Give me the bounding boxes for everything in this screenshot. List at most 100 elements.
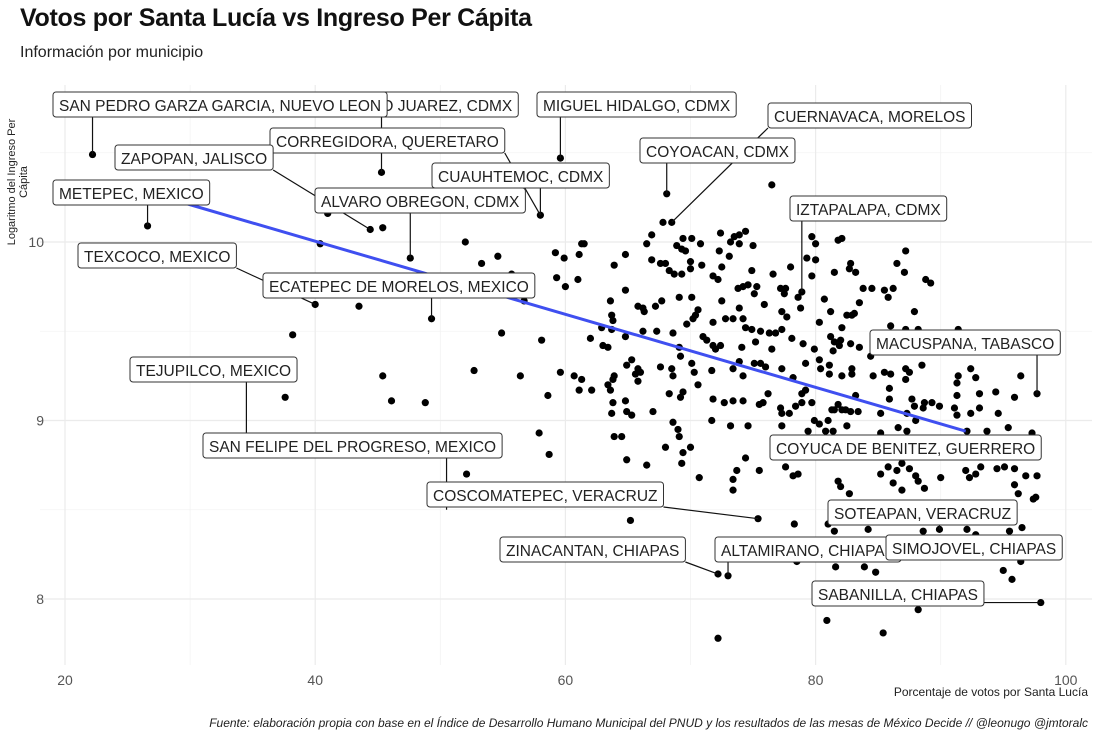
annotation-label: CUAUHTEMOC, CDMX [438,169,604,186]
data-point [610,372,618,380]
annotation: ZAPOPAN, JALISCO [114,144,371,231]
data-point [535,429,543,437]
data-point [918,361,926,369]
data-point [794,293,802,301]
data-point [898,486,906,494]
data-point [631,370,640,378]
data-point [753,283,761,291]
data-point [556,368,564,376]
data-point [928,399,936,407]
data-point [760,300,768,309]
data-point [778,409,786,417]
data-point [735,304,743,312]
data-point [834,477,842,485]
data-point [744,422,752,430]
data-point [885,395,894,403]
data-point [1010,481,1019,489]
data-point [954,372,962,380]
annotation: TEJUPILCO, MEXICO [129,356,298,439]
data-point [914,606,922,614]
data-point [872,568,880,576]
data-point [972,470,980,478]
data-point [785,409,793,417]
data-point [570,372,578,380]
data-point [825,361,833,369]
data-point [639,327,647,335]
data-point [967,409,975,417]
data-point [516,372,524,380]
data-point [778,365,786,373]
data-point [927,279,935,287]
label-box [314,187,526,214]
data-point [683,320,691,328]
data-point [494,252,502,260]
data-point [538,336,546,344]
label-box [811,580,985,607]
data-point [379,372,387,380]
data-point [755,466,763,475]
chart-title: Votos por Santa Lucía vs Ingreso Per Cáp… [20,4,532,32]
data-point [812,256,820,264]
data-point [688,234,696,243]
data-point [679,388,687,396]
data-point [551,249,559,257]
data-point [803,254,811,262]
x-tick-label: 80 [808,672,824,688]
data-point [387,397,396,405]
label-box [426,481,664,508]
data-point [708,366,716,375]
data-point [676,393,685,401]
data-point [837,482,845,491]
data-point [769,270,777,278]
data-point [651,302,660,310]
data-point [656,259,665,268]
data-point [848,365,856,373]
data-point [781,284,790,293]
data-point [1005,527,1014,535]
data-point [894,424,902,432]
data-point [1018,524,1026,532]
label-box [77,242,237,269]
data-point [578,240,586,248]
data-point [588,386,596,394]
data-point [817,365,825,373]
leader-line [663,506,759,520]
data-point [902,375,910,384]
annotation: ECATEPEC DE MORELOS, MEXICO [262,272,536,319]
data-point [796,304,805,312]
data-point [902,247,910,255]
data-point [741,227,750,235]
annotation-label: COYUCA DE BENITEZ, GUERRERO [776,441,1035,458]
annotation-label: MIGUEL HIDALGO, CDMX [543,98,731,115]
annotation-label: ZINACANTAN, CHIAPAS [506,543,679,560]
annotation-label: MACUSPANA, TABASCO [876,336,1054,353]
data-point [950,404,959,412]
data-point [669,329,677,337]
data-point [847,340,855,348]
data-point [575,250,583,259]
data-point [623,407,631,416]
data-point [869,372,877,380]
data-point [726,238,735,246]
data-point [729,397,737,405]
data-point [653,327,661,335]
annotation-label: SAN PEDRO GARZA GARCIA, NUEVO LEON [59,98,381,115]
label-box [262,272,536,299]
annotation-label: SABANILLA, CHIAPAS [818,587,978,604]
data-point [822,427,830,435]
data-point [673,241,681,250]
data-point [708,416,716,425]
data-point [669,372,677,380]
annotation: CUERNAVACA, MORELOS [671,102,972,223]
label-box [52,91,388,118]
x-tick-label: 60 [558,672,574,688]
label-box [129,356,298,383]
data-point [715,247,723,255]
y-tick-label: 8 [36,591,44,607]
data-point [670,270,678,278]
data-point [832,563,840,571]
trend-line [164,195,967,433]
data-point [1014,490,1022,498]
data-point [843,311,851,319]
data-point [679,449,687,457]
